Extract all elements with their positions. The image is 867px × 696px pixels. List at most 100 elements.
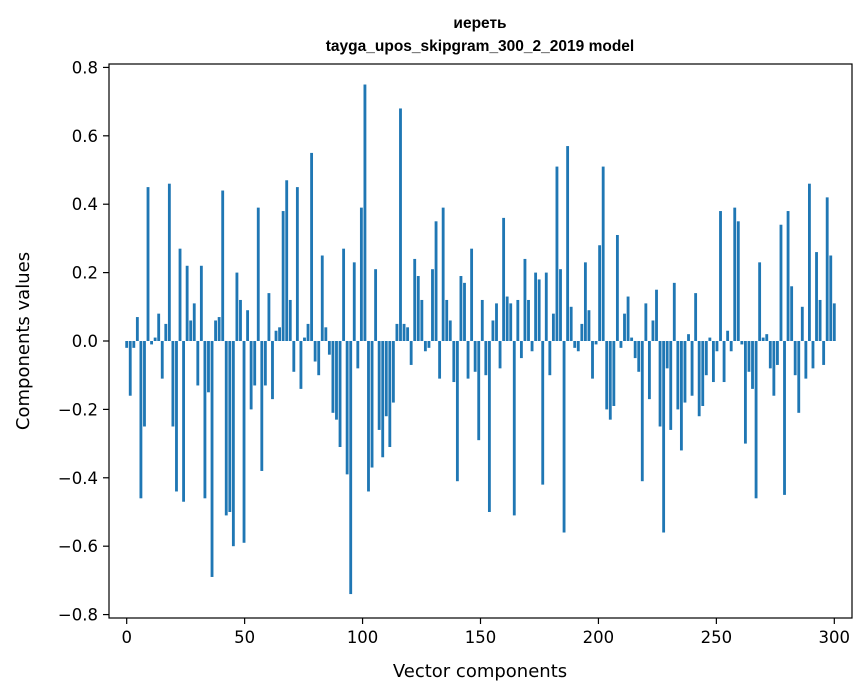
- bar: [345, 341, 349, 475]
- y-tick-label: 0.8: [72, 58, 98, 77]
- bar: [199, 265, 203, 341]
- bar: [153, 337, 157, 341]
- bar: [687, 334, 690, 341]
- bar: [544, 272, 548, 341]
- bar: [320, 255, 324, 341]
- bar: [434, 221, 438, 341]
- bar: [697, 341, 701, 417]
- bar: [711, 341, 715, 383]
- chart-subtitle: tayga_upos_skipgram_300_2_2019 model: [326, 38, 634, 55]
- bar: [747, 341, 751, 372]
- bar: [733, 207, 737, 341]
- bar: [786, 211, 790, 341]
- bar: [825, 197, 829, 341]
- bar: [772, 341, 776, 396]
- bar: [559, 269, 562, 341]
- bar: [324, 327, 328, 341]
- bar: [160, 341, 164, 379]
- bar: [512, 341, 516, 516]
- bar: [594, 341, 598, 345]
- bar: [758, 262, 762, 341]
- x-tick-label: 200: [583, 628, 615, 647]
- bar: [662, 341, 666, 533]
- bar: [765, 334, 769, 341]
- bar: [125, 341, 129, 348]
- bar: [249, 341, 253, 410]
- bar: [519, 341, 523, 359]
- bar: [605, 341, 609, 410]
- bar: [185, 265, 189, 341]
- bar: [612, 341, 616, 406]
- bar: [189, 320, 193, 341]
- bar: [591, 341, 594, 379]
- bar: [502, 217, 506, 341]
- bar: [783, 341, 786, 495]
- chart-title: иереть: [453, 15, 506, 32]
- bar: [413, 258, 417, 341]
- bar: [271, 341, 274, 400]
- bar: [192, 303, 196, 341]
- bar: [327, 341, 331, 355]
- bar: [445, 299, 449, 341]
- bar: [388, 341, 392, 448]
- bar: [708, 337, 712, 341]
- bar: [743, 341, 747, 444]
- bar: [470, 248, 474, 341]
- bar: [811, 341, 815, 369]
- bar: [797, 341, 801, 413]
- y-tick-label: −0.2: [58, 400, 98, 419]
- bar: [569, 306, 573, 341]
- bar: [374, 269, 378, 341]
- y-tick-label: −0.6: [58, 537, 98, 556]
- bar: [477, 341, 481, 441]
- bar: [231, 341, 235, 547]
- bar: [263, 341, 267, 386]
- bar: [672, 282, 676, 341]
- bar: [487, 341, 491, 512]
- y-tick-label: −0.4: [58, 469, 98, 488]
- bar: [459, 276, 463, 341]
- bar: [665, 341, 669, 369]
- bar: [217, 317, 221, 341]
- bar: [523, 258, 527, 341]
- bar: [530, 341, 534, 352]
- y-tick-label: 0.4: [72, 195, 98, 214]
- bar: [715, 341, 719, 352]
- bar: [235, 272, 239, 341]
- bar: [647, 341, 651, 400]
- bar: [448, 320, 452, 341]
- bar: [608, 341, 612, 420]
- bar: [495, 303, 498, 341]
- bar: [420, 299, 424, 341]
- bar: [615, 234, 619, 341]
- bar: [808, 183, 811, 341]
- bar: [655, 289, 658, 341]
- bar: [178, 248, 182, 341]
- bar: [150, 341, 153, 345]
- bar: [679, 341, 683, 451]
- bar: [317, 341, 321, 376]
- bar: [281, 211, 285, 341]
- bar: [299, 341, 303, 389]
- bar: [761, 337, 765, 341]
- bar: [423, 341, 427, 352]
- bar: [427, 341, 431, 348]
- bar: [338, 341, 342, 448]
- bar: [623, 313, 626, 341]
- bar: [203, 341, 207, 499]
- bar: [527, 299, 530, 341]
- bar: [804, 341, 808, 379]
- x-axis-label: Vector components: [393, 661, 567, 682]
- bar: [509, 303, 513, 341]
- bar: [626, 296, 630, 341]
- bar: [253, 341, 257, 386]
- bar: [306, 323, 310, 341]
- bar: [335, 341, 338, 420]
- bar: [722, 341, 726, 383]
- y-tick-label: −0.8: [58, 606, 98, 625]
- bar: [391, 341, 395, 403]
- bar: [313, 341, 317, 362]
- bar: [463, 282, 466, 341]
- bar: [224, 341, 228, 516]
